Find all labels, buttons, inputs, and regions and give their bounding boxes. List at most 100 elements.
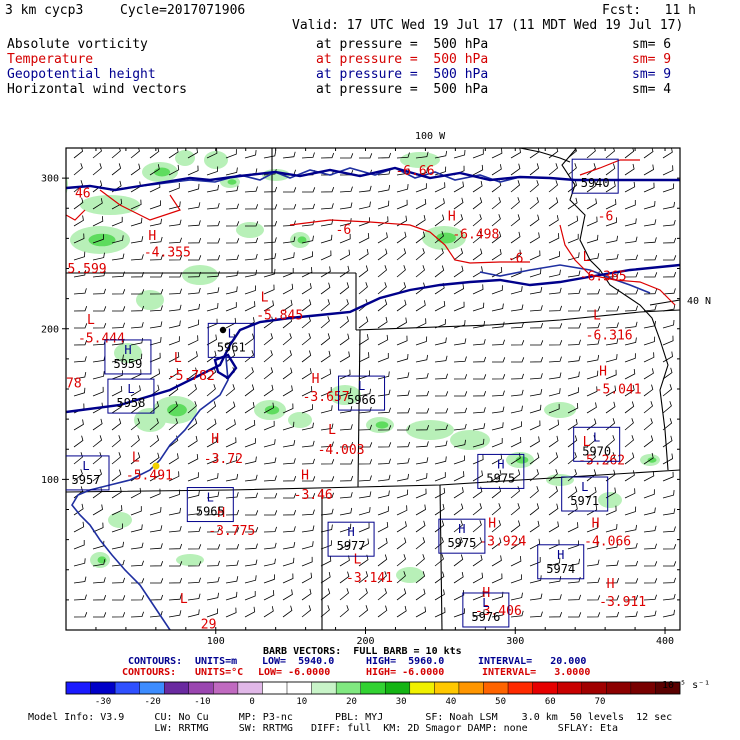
wind-barb bbox=[206, 509, 220, 516]
wind-barb bbox=[491, 573, 503, 584]
wind-barb bbox=[605, 369, 617, 380]
wind-barb bbox=[529, 389, 543, 397]
wind-barb bbox=[643, 384, 654, 397]
field-temperature-name: Temperature bbox=[7, 52, 94, 67]
state-borders bbox=[66, 148, 680, 630]
wind-barb bbox=[624, 368, 636, 380]
wind-barb bbox=[643, 578, 658, 584]
wind-barb bbox=[225, 560, 239, 567]
wind-barb bbox=[492, 357, 506, 363]
wind-barb bbox=[340, 459, 354, 465]
wind-barb bbox=[510, 267, 522, 278]
wind-barb bbox=[92, 288, 106, 295]
wind-barb bbox=[529, 611, 543, 618]
wind-barb bbox=[586, 216, 598, 227]
wind-barb bbox=[358, 249, 369, 261]
wind-barb bbox=[396, 372, 410, 380]
wind-barb bbox=[472, 423, 486, 431]
temperature-label: -5.444 bbox=[78, 331, 125, 346]
wind-barb bbox=[168, 304, 182, 312]
wind-barb bbox=[225, 473, 239, 482]
wind-barb bbox=[491, 537, 502, 550]
wind-barb bbox=[340, 153, 354, 159]
wind-barb bbox=[263, 439, 276, 448]
wind-barb bbox=[130, 452, 141, 465]
wind-barb bbox=[416, 408, 430, 414]
wind-barb bbox=[605, 385, 617, 397]
wind-barb bbox=[377, 371, 390, 380]
colorbar-tick-label: -30 bbox=[94, 697, 112, 707]
contour-height-low: LOW= 5940.0 bbox=[262, 656, 335, 667]
y-tick-label: 300 bbox=[41, 174, 59, 185]
wind-barb bbox=[263, 220, 278, 227]
vorticity-patch bbox=[400, 152, 440, 168]
wind-barb bbox=[643, 489, 655, 499]
wind-barb bbox=[168, 255, 183, 261]
vorticity-patch bbox=[406, 420, 454, 440]
wind-barb bbox=[320, 333, 331, 346]
wind-barb bbox=[662, 435, 673, 448]
wind-barb bbox=[92, 234, 104, 244]
longitude-label: 100 W bbox=[415, 131, 446, 142]
vorticity-patch bbox=[544, 402, 576, 418]
wind-barb bbox=[587, 306, 601, 312]
wind-barb bbox=[586, 253, 600, 261]
wind-barb bbox=[73, 251, 86, 261]
height-box-value: 5976 bbox=[471, 610, 500, 624]
vorticity-patch-core bbox=[375, 421, 389, 429]
wind-barb bbox=[244, 606, 256, 618]
wind-barb bbox=[472, 390, 487, 397]
wind-barb bbox=[111, 505, 123, 516]
wind-barb bbox=[301, 333, 311, 346]
colorbar-tick-label: -10 bbox=[194, 697, 211, 707]
wind-barb bbox=[111, 487, 122, 499]
temperature-label: -3.406 bbox=[475, 604, 522, 619]
wind-barb bbox=[605, 199, 617, 210]
temperature-label: H bbox=[599, 364, 607, 379]
wind-barb bbox=[187, 508, 201, 516]
wind-barb bbox=[529, 520, 540, 533]
wind-barb bbox=[149, 594, 164, 601]
wind-barb bbox=[301, 458, 315, 465]
wind-barb bbox=[586, 148, 596, 159]
vorticity-patch bbox=[396, 567, 424, 583]
wind-barb bbox=[415, 300, 426, 312]
wind-barb bbox=[567, 371, 580, 380]
wind-barb bbox=[662, 219, 676, 227]
wind-barb bbox=[263, 384, 274, 397]
wind-barb bbox=[377, 152, 392, 159]
wind-barb bbox=[168, 288, 182, 295]
wind-barb bbox=[662, 593, 676, 601]
wind-barb bbox=[282, 204, 297, 210]
wind-barb bbox=[339, 369, 351, 380]
wind-barb bbox=[605, 487, 616, 499]
wind-barb bbox=[73, 452, 83, 465]
wind-barb bbox=[662, 577, 676, 584]
wind-barb bbox=[130, 418, 140, 431]
colorbar-swatch bbox=[262, 681, 288, 695]
wind-barb bbox=[150, 578, 164, 584]
wind-barb bbox=[396, 457, 410, 465]
wind-barb bbox=[643, 219, 657, 227]
wind-barb bbox=[586, 504, 598, 516]
height-box-frame bbox=[477, 453, 525, 489]
wind-barb bbox=[624, 488, 636, 499]
wind-barb bbox=[415, 215, 426, 227]
wind-barb bbox=[415, 198, 427, 210]
wind-barb bbox=[605, 611, 620, 618]
wind-barb bbox=[605, 163, 616, 176]
wind-barb bbox=[92, 323, 107, 329]
axis-labels: 300 200 100 100 200 300 400 bbox=[41, 174, 674, 647]
vorticity-patch-core bbox=[264, 405, 280, 415]
wind-barb bbox=[586, 418, 597, 431]
wind-barb bbox=[472, 572, 484, 584]
temperature-label: L bbox=[583, 250, 591, 265]
wind-barb bbox=[73, 288, 87, 295]
wind-barb bbox=[415, 151, 429, 159]
wind-barb bbox=[415, 231, 426, 244]
temperature-label: -6 bbox=[598, 209, 614, 224]
wind-barb bbox=[358, 571, 369, 584]
wind-barb bbox=[472, 180, 483, 193]
